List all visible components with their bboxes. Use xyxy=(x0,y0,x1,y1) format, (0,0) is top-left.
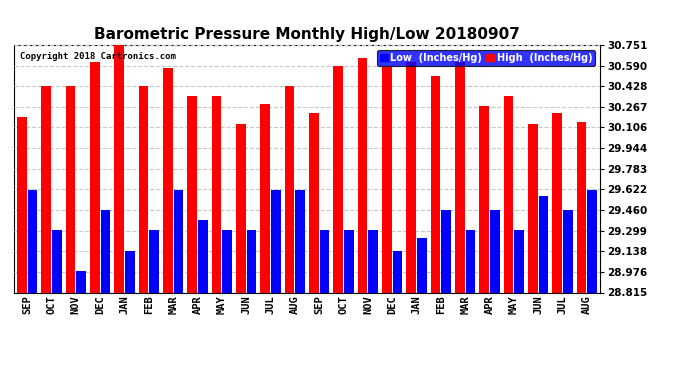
Bar xyxy=(442,210,451,292)
Bar xyxy=(528,124,538,292)
Bar xyxy=(28,190,37,292)
Bar xyxy=(247,231,257,292)
Bar xyxy=(393,251,402,292)
Bar xyxy=(577,122,586,292)
Bar xyxy=(480,106,489,292)
Bar xyxy=(90,62,100,292)
Bar xyxy=(17,117,27,292)
Bar xyxy=(187,96,197,292)
Bar xyxy=(66,86,75,292)
Bar xyxy=(149,231,159,292)
Bar xyxy=(504,96,513,292)
Bar xyxy=(77,272,86,292)
Bar xyxy=(52,231,61,292)
Bar xyxy=(139,86,148,292)
Bar xyxy=(490,210,500,292)
Bar xyxy=(174,190,184,292)
Bar xyxy=(236,124,246,292)
Bar xyxy=(514,231,524,292)
Bar xyxy=(417,238,427,292)
Bar xyxy=(539,196,549,292)
Bar xyxy=(198,220,208,292)
Bar xyxy=(222,231,232,292)
Bar xyxy=(41,86,51,292)
Bar xyxy=(295,190,305,292)
Bar xyxy=(431,76,440,292)
Bar xyxy=(563,210,573,292)
Bar xyxy=(212,96,221,292)
Bar xyxy=(344,231,354,292)
Bar xyxy=(319,231,329,292)
Text: Copyright 2018 Cartronics.com: Copyright 2018 Cartronics.com xyxy=(19,53,175,62)
Bar xyxy=(368,231,378,292)
Bar xyxy=(309,113,319,292)
Bar xyxy=(466,231,475,292)
Bar xyxy=(101,210,110,292)
Bar xyxy=(125,251,135,292)
Legend: Low  (Inches/Hg), High  (Inches/Hg): Low (Inches/Hg), High (Inches/Hg) xyxy=(377,50,595,66)
Bar xyxy=(406,62,416,292)
Bar xyxy=(553,113,562,292)
Bar xyxy=(260,104,270,292)
Bar xyxy=(285,86,295,292)
Bar xyxy=(587,190,597,292)
Bar xyxy=(271,190,281,292)
Bar xyxy=(357,58,367,292)
Bar xyxy=(163,68,172,292)
Title: Barometric Pressure Monthly High/Low 20180907: Barometric Pressure Monthly High/Low 201… xyxy=(94,27,520,42)
Bar xyxy=(455,62,465,292)
Bar xyxy=(115,45,124,292)
Bar xyxy=(382,66,392,292)
Bar xyxy=(333,66,343,292)
